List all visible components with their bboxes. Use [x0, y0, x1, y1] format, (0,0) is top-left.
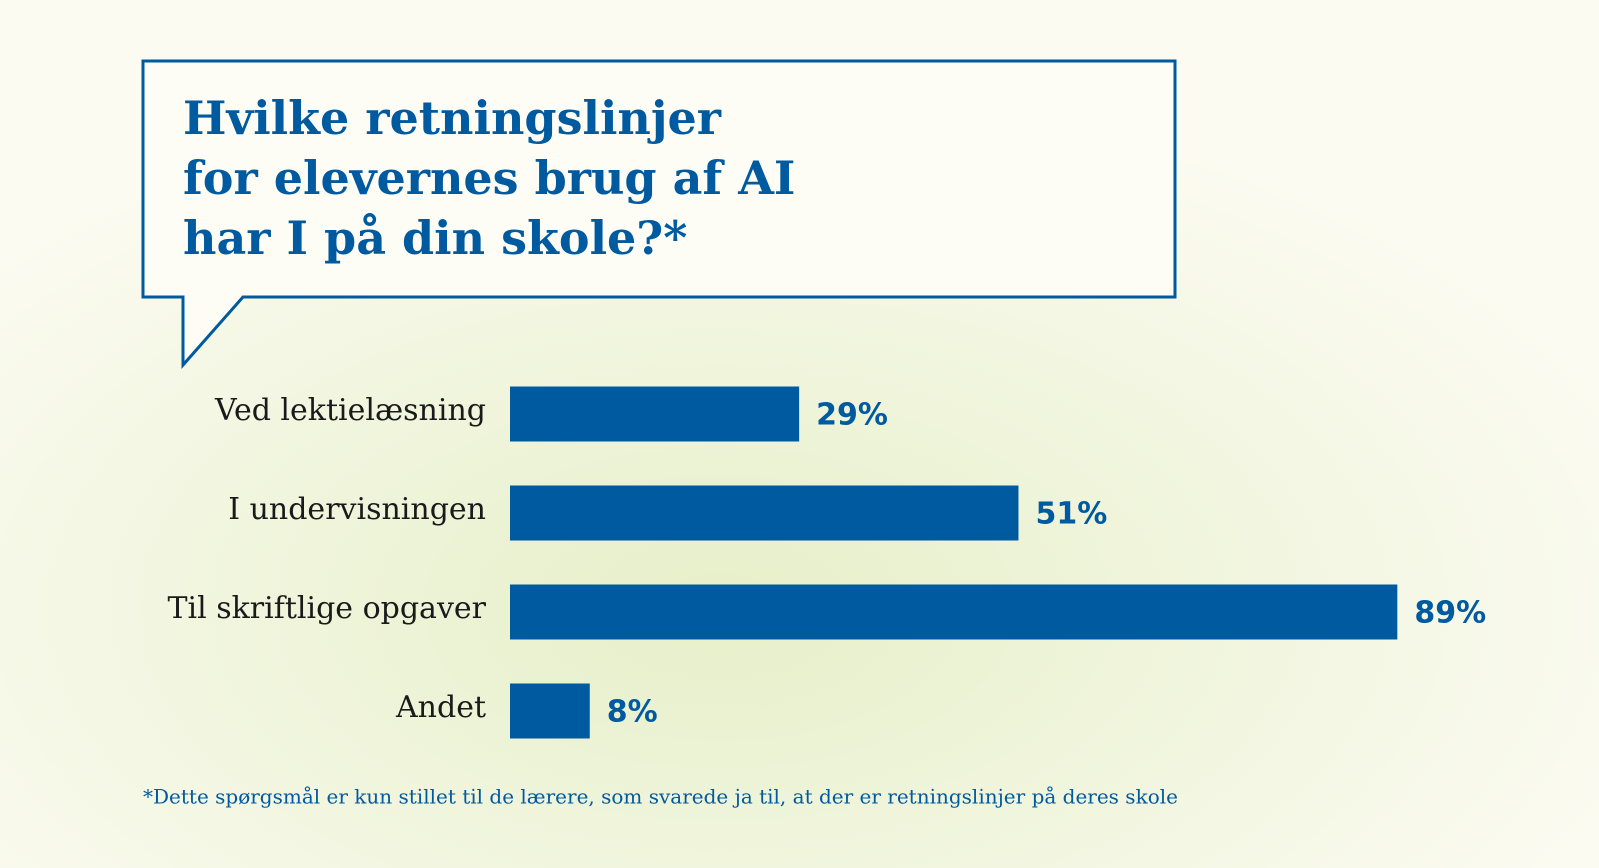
bar [510, 584, 1398, 640]
title-line: for elevernes brug af AI [183, 151, 795, 205]
bar [510, 683, 590, 739]
value-label: 89% [1414, 596, 1486, 631]
title-line: Hvilke retningslinjer [183, 91, 722, 145]
bar [510, 386, 800, 442]
bar [510, 485, 1019, 541]
category-label: Andet [395, 690, 486, 725]
value-label: 8% [607, 695, 658, 730]
category-label: Ved lektielæsning [214, 393, 486, 428]
title-line: har I på din skole?* [183, 211, 687, 265]
value-label: 29% [816, 398, 888, 433]
category-label: Til skriftlige opgaver [168, 591, 487, 626]
speech-bubble [141, 59, 1177, 369]
value-label: 51% [1035, 497, 1107, 532]
footnote: *Dette spørgsmål er kun stillet til de l… [143, 785, 1178, 809]
category-label: I undervisningen [228, 492, 486, 527]
